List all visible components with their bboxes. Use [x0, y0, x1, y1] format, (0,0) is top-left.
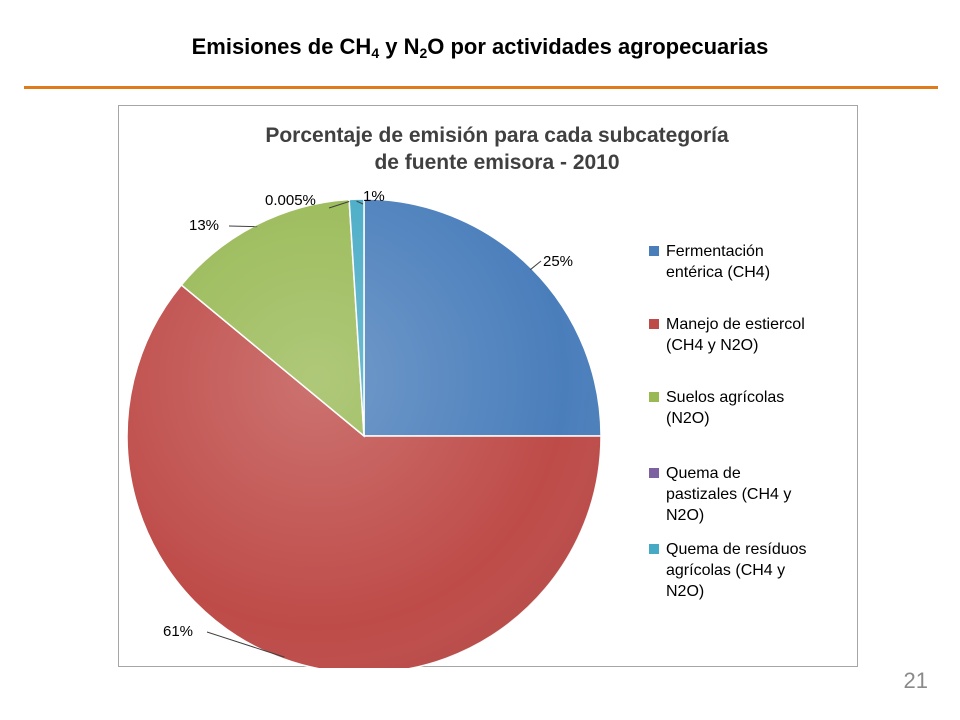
legend-entry-line: agrícolas (CH4 y — [666, 562, 785, 579]
legend-swatch — [649, 468, 659, 478]
page-number: 21 — [903, 668, 928, 693]
leader-line — [328, 200, 350, 209]
legend-entry: Quema de resíduos agrícolas (CH4 y N2O) — [666, 541, 807, 600]
slide-title-part: O por actividades agropecuarias — [427, 34, 769, 59]
pie-slice-fermentacion-enterica-ch4 — [363, 198, 602, 437]
pie-slices — [126, 198, 602, 668]
legend-entry-line: Fermentación — [666, 243, 764, 260]
data-labels: 25% 61% 13% 0.005% 1% — [163, 188, 573, 640]
slide-title-subscript: 4 — [371, 45, 380, 61]
legend-swatch — [649, 319, 659, 329]
data-label: 61% — [163, 623, 193, 640]
leader-line — [356, 200, 364, 205]
slide-title-part: y N — [379, 34, 420, 59]
leader-lines — [206, 200, 542, 658]
legend-entry-line: Manejo de estiercol — [666, 316, 805, 333]
data-label: 0.005% — [265, 192, 316, 209]
pie-chart: Porcentaje de emisión para cada subcateg… — [126, 124, 807, 668]
leader-line — [206, 631, 285, 658]
legend-swatch — [649, 392, 659, 402]
legend-entry-line: (N2O) — [666, 410, 710, 427]
legend-entry-line: Quema de — [666, 465, 741, 482]
legend-entry-line: Suelos agrícolas — [666, 389, 784, 406]
slide-title-part: Emisiones de CH — [191, 34, 372, 59]
legend-entry: Fermentación entérica (CH4) — [666, 243, 770, 281]
legend-entry-line: pastizales (CH4 y — [666, 486, 791, 503]
chart-title-line-1: Porcentaje de emisión para cada subcateg… — [265, 124, 729, 147]
chart-title-line-2: de fuente emisora - 2010 — [374, 151, 619, 174]
legend-entry-line: N2O) — [666, 507, 704, 524]
legend-entry-line: N2O) — [666, 583, 704, 600]
legend-entry-line: entérica (CH4) — [666, 264, 770, 281]
title-divider — [24, 86, 938, 89]
leader-line — [228, 225, 258, 228]
legend-entry: Suelos agrícolas (N2O) — [666, 389, 784, 427]
legend-swatch — [649, 246, 659, 256]
legend-entry-line: Quema de resíduos — [666, 541, 807, 558]
legend-entry: Manejo de estiercol (CH4 y N2O) — [666, 316, 805, 354]
leader-line — [529, 260, 542, 271]
data-label: 1% — [363, 188, 385, 205]
slide-title: Emisiones de CH4 y N2O por actividades a… — [0, 34, 960, 60]
legend-swatch — [649, 544, 659, 554]
chart-legend: Fermentación entérica (CH4) Manejo de esti… — [649, 243, 807, 600]
legend-entry-line: (CH4 y N2O) — [666, 337, 758, 354]
slide-title-subscript: 2 — [419, 45, 428, 61]
data-label: 13% — [189, 217, 219, 234]
pie-chart-frame: Porcentaje de emisión para cada subcateg… — [118, 105, 858, 668]
data-label: 25% — [543, 253, 573, 270]
legend-entry: Quema de pastizales (CH4 y N2O) — [666, 465, 791, 524]
